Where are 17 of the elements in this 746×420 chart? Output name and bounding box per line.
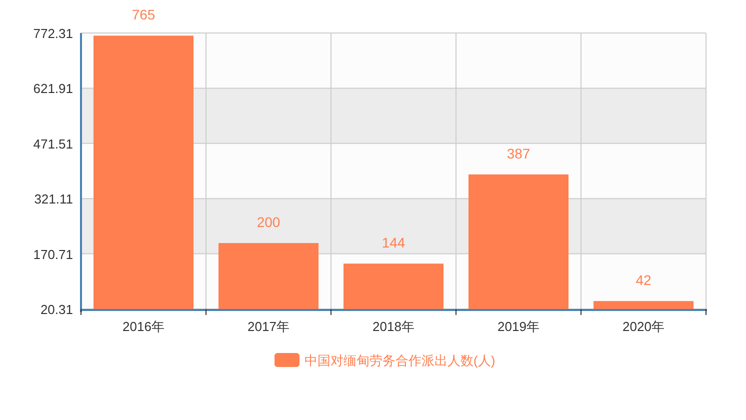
y-tick-label: 321.11: [34, 192, 73, 207]
x-tick-label: 2019年: [498, 319, 540, 334]
legend-label: 中国对缅甸劳务合作派出人数(人): [304, 353, 496, 368]
x-tick-label: 2018年: [372, 319, 414, 334]
x-tick-label: 2017年: [248, 319, 290, 334]
y-tick-label: 471.51: [33, 136, 73, 152]
data-label: 765: [132, 6, 156, 23]
y-tick-label: 621.91: [33, 81, 73, 96]
x-tick-label: 2016年: [122, 319, 164, 334]
data-label: 42: [636, 272, 652, 288]
y-tick-label: 170.71: [33, 246, 73, 262]
data-label: 144: [382, 234, 406, 251]
data-label: 200: [256, 214, 280, 230]
data-label: 387: [506, 145, 530, 162]
y-tick-label: 20.31: [40, 302, 73, 317]
y-tick-label: 772.31: [33, 26, 73, 41]
x-tick-label: 2020年: [622, 319, 664, 334]
